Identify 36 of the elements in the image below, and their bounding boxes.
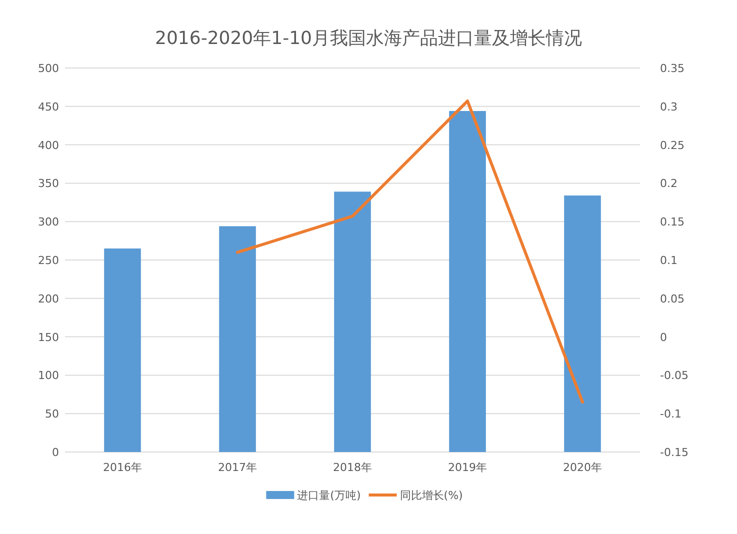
y2-tick-label: -0.1	[660, 408, 682, 421]
y2-tick-label: 0.3	[660, 100, 678, 114]
y-tick-label: 500	[38, 62, 59, 75]
y-tick-label: 400	[38, 138, 59, 152]
bar	[334, 192, 371, 452]
y-tick-label: 450	[38, 100, 59, 114]
y-tick-label: 200	[38, 292, 59, 306]
x-tick-label: 2018年	[333, 461, 372, 474]
y2-tick-label: 0.1	[660, 254, 678, 267]
x-tick-label: 2020年	[563, 461, 602, 474]
bar	[104, 248, 141, 452]
y2-tick-label: 0.35	[660, 62, 684, 75]
y2-tick-label: 0.25	[660, 138, 684, 152]
bar	[219, 226, 256, 452]
bar	[564, 195, 601, 452]
y-tick-label: 300	[38, 216, 59, 229]
y-tick-label: 100	[38, 369, 59, 382]
y2-tick-label: 0	[660, 330, 667, 344]
y2-tick-label: 0.05	[660, 292, 684, 306]
y-tick-label: 350	[38, 177, 59, 190]
x-tick-label: 2017年	[218, 461, 257, 474]
y2-tick-label: -0.05	[660, 369, 688, 382]
y2-tick-label: 0.15	[660, 216, 684, 229]
legend-label: 同比增长(%)	[400, 489, 463, 502]
x-tick-label: 2019年	[448, 461, 487, 474]
bar	[449, 111, 486, 452]
line-series	[236, 100, 584, 404]
y-tick-label: 250	[38, 254, 59, 267]
y2-tick-label: 0.2	[660, 177, 678, 190]
x-tick-label: 2016年	[103, 461, 142, 474]
y-tick-label: 50	[45, 408, 59, 421]
y-tick-label: 150	[38, 330, 59, 344]
chart-title: 2016-2020年1-10月我国水海产品进口量及增长情况	[155, 28, 582, 49]
y-tick-label: 0	[52, 446, 59, 459]
y2-tick-label: -0.15	[660, 446, 688, 459]
legend-label: 进口量(万吨)	[297, 489, 361, 502]
